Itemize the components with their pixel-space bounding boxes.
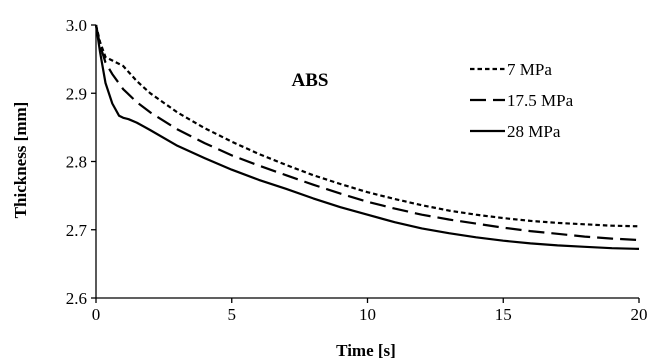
series-line-7-mpa <box>94 24 640 228</box>
axes: 2.6 2.7 2.8 2.9 3.0 0 5 10 15 20 <box>66 16 648 324</box>
y-tick-label: 2.9 <box>66 84 87 103</box>
x-tick-label: 20 <box>631 305 648 324</box>
legend-label-28-mpa: 28 MPa <box>507 122 561 141</box>
y-axis-title: Thickness [mm] <box>11 102 30 219</box>
series-line-28-mpa <box>94 24 640 250</box>
y-tick-label: 3.0 <box>66 16 87 35</box>
series-layer <box>94 24 640 250</box>
x-tick-label: 10 <box>359 305 376 324</box>
y-tick-label: 2.7 <box>66 221 88 240</box>
y-tick-label: 2.8 <box>66 153 87 172</box>
y-tick-label: 2.6 <box>66 289 87 308</box>
x-tick-label: 5 <box>228 305 237 324</box>
x-tick-label: 0 <box>92 305 101 324</box>
legend-label-7-mpa: 7 MPa <box>507 60 552 79</box>
x-axis-title: Time [s] <box>336 341 396 360</box>
legend-label-17-5-mpa: 17.5 MPa <box>507 91 574 110</box>
legend: 7 MPa 17.5 MPa 28 MPa <box>470 60 574 141</box>
series-line-17-5-mpa <box>94 24 640 242</box>
x-tick-label: 15 <box>495 305 512 324</box>
chart-annotation-abs: ABS <box>292 70 329 91</box>
